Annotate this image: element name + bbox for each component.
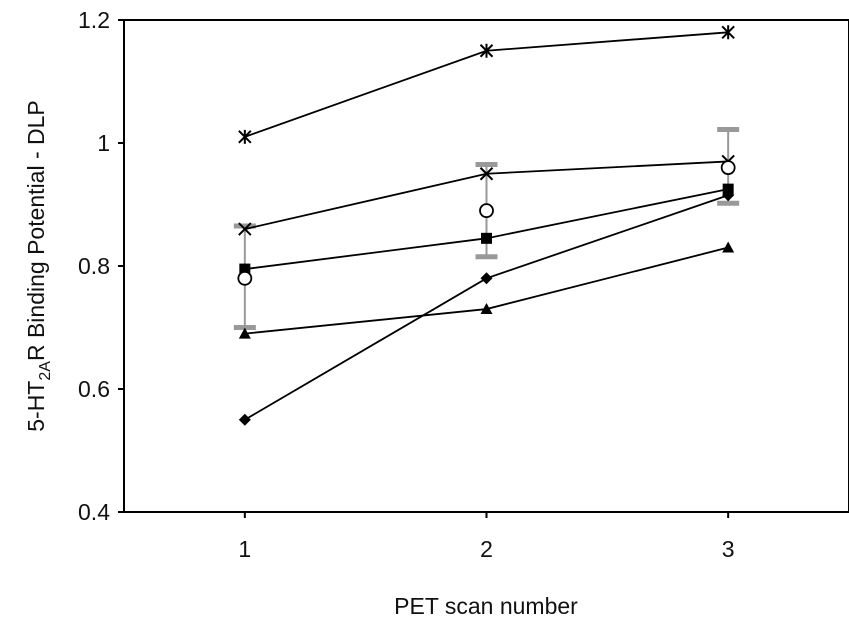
data-point-x <box>238 222 252 236</box>
y-axis-title-subscript: 2A <box>37 361 54 381</box>
x-tick-label: 3 <box>722 536 735 562</box>
data-point-mean-circle <box>720 160 736 176</box>
y-tick-label: 1 <box>97 130 110 156</box>
data-point-diamond <box>722 189 735 202</box>
error-bars <box>233 126 740 330</box>
data-point-triangle <box>480 303 493 315</box>
x-tick-label: 2 <box>480 536 493 562</box>
y-tick-label: 0.6 <box>78 376 110 402</box>
y-tick-label: 0.8 <box>78 253 110 279</box>
data-point-mean-circle <box>479 203 494 219</box>
y-axis-ticks: 0.4 0.6 0.8 1 1.2 <box>78 7 124 525</box>
y-tick-label: 1.2 <box>78 7 110 33</box>
data-point-triangle <box>238 327 251 339</box>
plot-frame <box>123 19 849 513</box>
data-point-diamond <box>480 272 493 285</box>
x-axis-title: PET scan number <box>394 593 578 619</box>
data-point-star <box>721 25 735 40</box>
data-point-diamond <box>238 413 251 426</box>
y-axis-title-prefix: 5-HT <box>23 381 49 432</box>
data-point-mean-circle <box>237 270 253 286</box>
y-axis-title-suffix: R Binding Potential - DLP <box>23 100 49 361</box>
data-point-square <box>481 232 492 244</box>
x-axis-ticks: 1 2 3 <box>238 512 735 562</box>
data-point-x <box>479 167 494 181</box>
data-point-star <box>479 43 494 58</box>
data-point-triangle <box>722 241 735 253</box>
data-point-star <box>238 129 252 144</box>
data-point-square <box>722 183 734 195</box>
y-tick-label: 0.4 <box>78 499 110 525</box>
y-axis-title: 5-HT2AR Binding Potential - DLP <box>23 100 54 432</box>
data-point-square <box>239 263 251 275</box>
x-tick-label: 1 <box>238 536 251 562</box>
series-markers <box>237 25 736 426</box>
